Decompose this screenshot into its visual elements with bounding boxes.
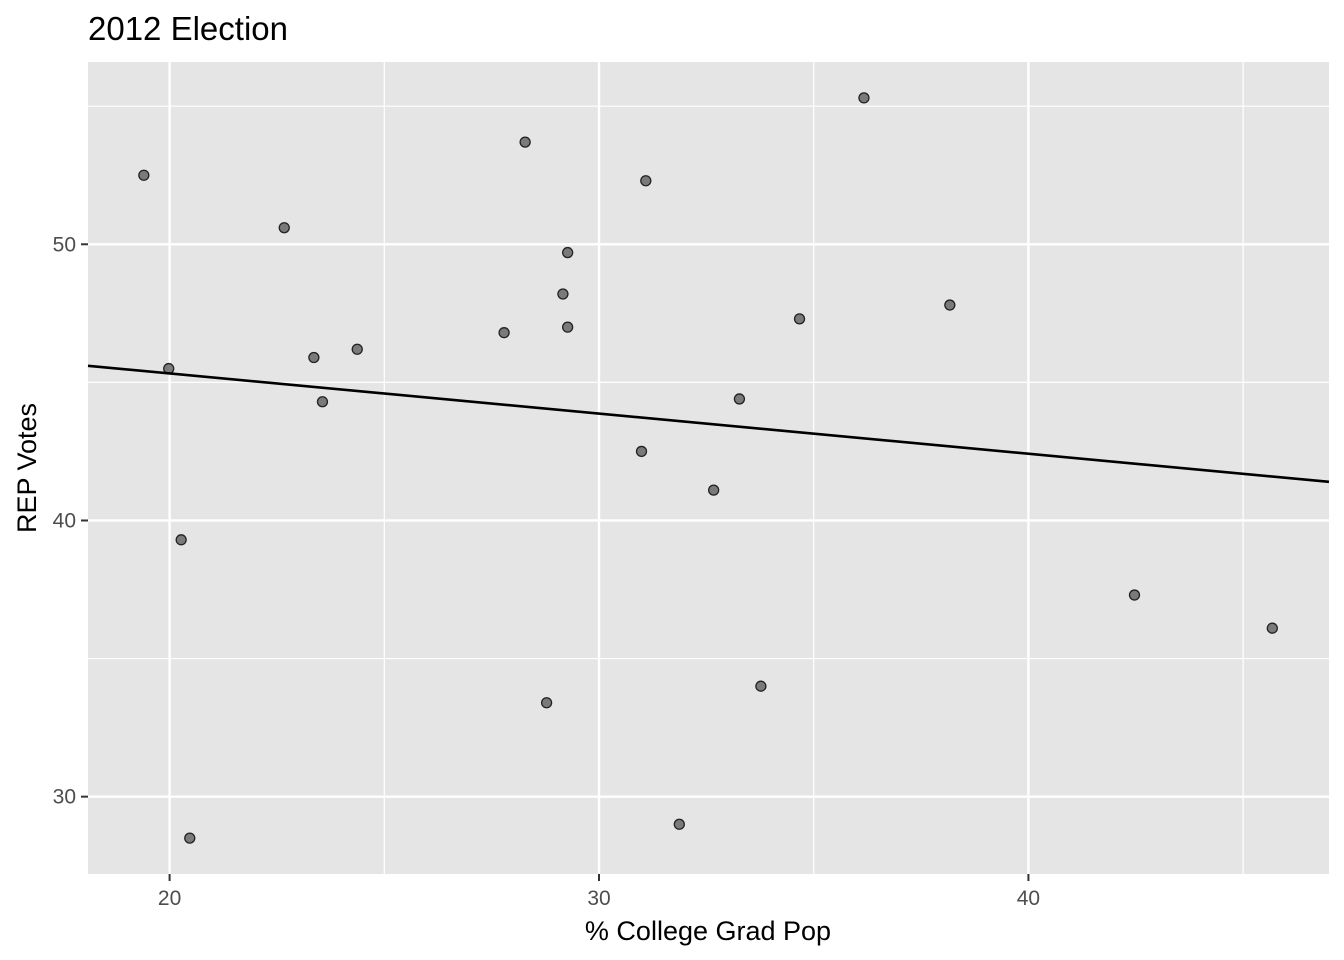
data-point [733, 393, 746, 405]
data-point [498, 327, 510, 339]
data-point [708, 484, 720, 496]
data-point [793, 313, 806, 325]
data-point [635, 445, 648, 458]
x-axis-title: % College Grad Pop [585, 916, 831, 946]
data-point [1128, 589, 1141, 601]
data-point [519, 136, 531, 148]
y-axis-title: REP Votes [12, 403, 42, 533]
data-point [540, 697, 553, 709]
data-point [138, 169, 150, 181]
data-point [673, 818, 685, 830]
data-point [562, 321, 574, 333]
x-tick-label: 30 [587, 887, 610, 910]
data-point [175, 534, 187, 546]
y-tick-label: 50 [53, 233, 76, 256]
x-tick-label: 40 [1017, 887, 1040, 910]
data-point [351, 343, 363, 355]
data-point [562, 246, 574, 259]
chart-title: 2012 Election [88, 10, 288, 47]
plot-panel: 20 30 40 30 40 50 [53, 62, 1330, 910]
data-point [316, 396, 329, 408]
data-point [640, 175, 652, 187]
data-point [1266, 622, 1278, 634]
y-tick-label: 30 [53, 786, 76, 809]
trend-line [87, 364, 1330, 484]
data-point [308, 351, 320, 364]
x-tick-label: 20 [158, 887, 181, 910]
data-point [755, 680, 767, 692]
data-point [278, 222, 290, 234]
data-point [858, 92, 870, 104]
data-point [557, 288, 569, 300]
panel-background [88, 62, 1329, 874]
data-point [184, 832, 196, 844]
y-tick-label: 40 [53, 509, 76, 532]
data-point [944, 299, 956, 311]
